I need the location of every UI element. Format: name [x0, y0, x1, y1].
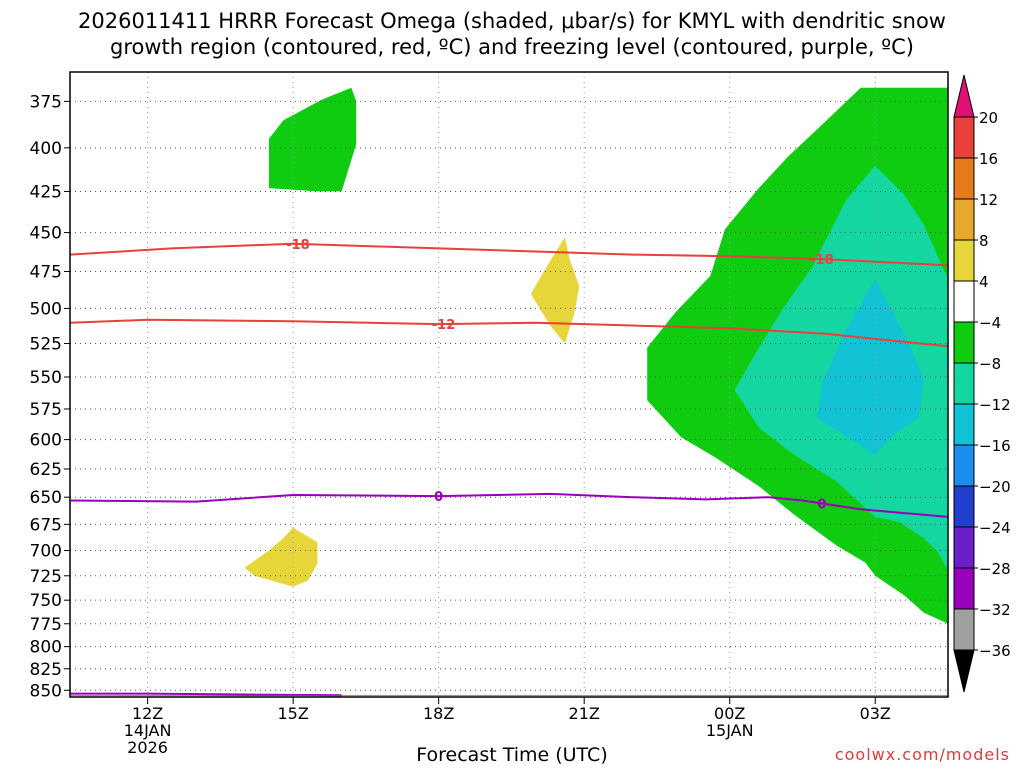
y-tick-label-425: 425: [30, 182, 62, 202]
x-tick-label-12Z: 12Z: [132, 704, 163, 723]
colorbar-segment-12-to-16: [953, 157, 975, 200]
title-line-1: 2026011411 HRRR Forecast Omega (shaded, …: [78, 9, 946, 33]
colorbar-segment--24-to--20: [953, 485, 975, 528]
colorbar-label-16: 16: [979, 150, 998, 168]
colorbar-under-triangle: [953, 649, 975, 693]
colorbar-segment--12-to--8: [953, 362, 975, 405]
contour-layer: -18 -18 -12 0 0: [70, 238, 948, 697]
terrain-layer: [70, 695, 948, 696]
x-tick-label-03Z: 03Z: [860, 704, 891, 723]
colorbar-label--16: −16: [979, 437, 1011, 455]
contour-label-freezing-0-0: 0: [434, 490, 443, 505]
x-tick-label-21Z: 21Z: [569, 704, 600, 723]
y-tick-label-525: 525: [30, 335, 62, 355]
colorbar-segment--20-to--16: [953, 444, 975, 487]
x-tick-date-00Z: 15JAN: [706, 721, 754, 740]
colorbar-label--12: −12: [979, 396, 1011, 414]
shade-yellow-upper: [530, 237, 580, 344]
contour-label-dgz-18-0: -18: [286, 238, 310, 253]
x-tick-date-12Z: 14JAN: [124, 721, 172, 740]
y-tick-label-600: 600: [30, 431, 62, 451]
contour-label-dgz-18-1: -18: [810, 253, 834, 268]
colorbar-label-8: 8: [979, 232, 989, 250]
colorbar-segment--28-to--24: [953, 526, 975, 569]
colorbar-segment-16-to-20: [953, 116, 975, 159]
y-tick-label-725: 725: [30, 567, 62, 587]
chart-title: 2026011411 HRRR Forecast Omega (shaded, …: [0, 8, 1024, 60]
colorbar-segment--16-to--12: [953, 403, 975, 446]
y-tick-label-750: 750: [30, 591, 62, 611]
contour-dgz-18: [70, 242, 948, 267]
colorbar-over-triangle: [953, 74, 975, 118]
colorbar-segment-8-to-12: [953, 198, 975, 241]
colorbar: −36 −32 −28 −24 −20 −16 −12 −8 −4 4 8 12 16 20: [953, 74, 1011, 693]
contour-label-freezing-0-1: 0: [817, 497, 826, 512]
shaded-omega-layer: [244, 87, 948, 624]
x-tick-label-00Z: 00Z: [714, 704, 745, 723]
y-tick-label-825: 825: [30, 660, 62, 680]
colorbar-label--24: −24: [979, 519, 1011, 537]
y-tick-label-450: 450: [30, 224, 62, 244]
colorbar-label--4: −4: [979, 314, 1001, 332]
y-tick-label-700: 700: [30, 542, 62, 562]
contour-label-dgz-12-0: -12: [432, 318, 456, 333]
contour-dgz-12: [70, 318, 948, 348]
axes-layer: 375 400 425 450 475 500 525 550 575 600 625 650 675 7…: [30, 71, 949, 757]
terrain-fill: [70, 695, 948, 696]
colorbar-label-20: 20: [979, 109, 998, 127]
colorbar-label-12: 12: [979, 191, 998, 209]
y-tick-label-775: 775: [30, 615, 62, 635]
y-tick-label-500: 500: [30, 299, 62, 319]
shade-green-upper-left: [268, 87, 357, 192]
y-tick-label-375: 375: [30, 92, 62, 112]
y-tick-label-400: 400: [30, 139, 62, 159]
contour-freezing-0: [70, 492, 948, 518]
x-axis-label: Forecast Time (UTC): [416, 744, 608, 766]
y-tick-label-650: 650: [30, 488, 62, 508]
y-tick-label-575: 575: [30, 400, 62, 420]
contour-freezing-0-surface: [70, 692, 342, 697]
shade-yellow-lower: [244, 527, 318, 587]
colorbar-label--8: −8: [979, 355, 1001, 373]
y-tick-label-475: 475: [30, 262, 62, 282]
colorbar-label-4: 4: [979, 273, 989, 291]
colorbar-segment--8-to--4: [953, 321, 975, 364]
site-credit: coolwx.com/models: [834, 745, 1010, 764]
colorbar-segment--36-to--32: [953, 608, 975, 651]
y-tick-label-675: 675: [30, 515, 62, 535]
y-tick-label-850: 850: [30, 681, 62, 701]
grid-layer: [70, 72, 948, 697]
colorbar-label--20: −20: [979, 478, 1011, 496]
colorbar-segment--32-to--28: [953, 567, 975, 610]
y-tick-label-550: 550: [30, 368, 62, 388]
y-tick-label-625: 625: [30, 460, 62, 480]
shade-cyan-core: [817, 279, 924, 455]
colorbar-segment--4-to-4: [953, 280, 975, 323]
x-tick-year-12Z: 2026: [127, 738, 168, 757]
colorbar-label--32: −32: [979, 601, 1011, 619]
x-tick-label-15Z: 15Z: [277, 704, 308, 723]
title-line-2: growth region (contoured, red, ºC) and f…: [110, 35, 914, 59]
colorbar-segment-4-to-8: [953, 239, 975, 282]
plot-frame: [69, 71, 949, 698]
colorbar-label--28: −28: [979, 560, 1011, 578]
x-tick-label-18Z: 18Z: [423, 704, 454, 723]
colorbar-label--36: −36: [979, 642, 1011, 660]
y-tick-label-800: 800: [30, 638, 62, 658]
